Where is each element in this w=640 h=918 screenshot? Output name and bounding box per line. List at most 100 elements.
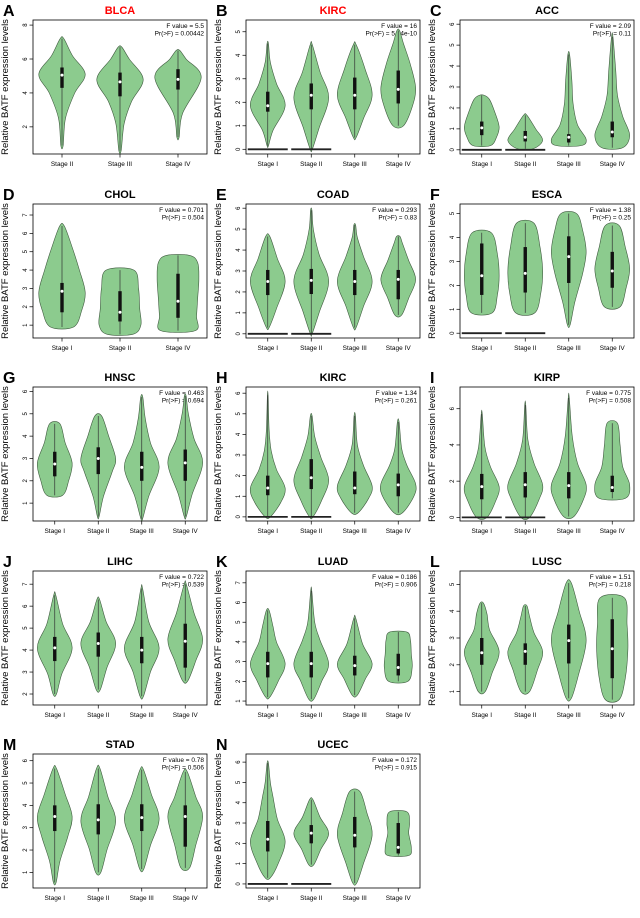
- violin-iqr-box: [523, 643, 527, 665]
- violin-median-dot: [310, 661, 314, 665]
- violin-iqr-box: [396, 269, 401, 299]
- stage-label: Stage III: [108, 161, 132, 168]
- f-value-annotation: F value = 0.722: [159, 574, 204, 581]
- y-tick-label: 3: [23, 826, 29, 830]
- panel-letter: F: [430, 187, 440, 204]
- y-tick-label: 3: [236, 821, 242, 825]
- violin-median-dot: [353, 663, 357, 667]
- y-tick-label: 6: [23, 604, 29, 608]
- violin-median-dot: [479, 273, 483, 277]
- p-value-annotation: Pr(>F) = 0.539: [162, 581, 205, 588]
- y-tick-label: 4: [23, 91, 29, 95]
- stage-label: Stage I: [258, 528, 279, 535]
- violin-median-dot: [140, 816, 144, 820]
- stage-label: Stage II: [300, 161, 323, 168]
- y-tick-label: 3: [236, 268, 242, 272]
- f-value-annotation: F value = 16: [381, 23, 417, 30]
- stage-label: Stage III: [343, 712, 367, 719]
- violin-iqr-box: [353, 77, 357, 110]
- violin-iqr-box: [353, 817, 357, 848]
- y-tick-label: 2: [236, 289, 242, 293]
- violin-iqr-box: [266, 821, 270, 852]
- y-tick-label: 0: [236, 331, 242, 335]
- stage-label: Stage II: [300, 895, 323, 902]
- violin-iqr-box: [479, 243, 484, 295]
- stage-label: Stage III: [130, 895, 154, 902]
- y-tick-label: 1: [23, 870, 29, 874]
- plot-border: [32, 386, 208, 522]
- stage-label: Stage I: [258, 345, 279, 352]
- violin-median-dot: [523, 271, 527, 275]
- panel-canvas: I KIRP Relative BATF expression levels 0 2 4 6…: [427, 370, 635, 535]
- stage-label: Stage I: [471, 161, 492, 168]
- violin-median-dot: [479, 126, 483, 130]
- panel-b-kirc: B KIRC Relative BATF expression levels 0 1 2 3…: [213, 0, 426, 184]
- y-tick-label: 2: [450, 479, 456, 483]
- violin-iqr-box: [183, 805, 187, 848]
- violin-iqr-box: [96, 447, 100, 475]
- violin-iqr-box: [118, 72, 122, 97]
- y-tick-label: 6: [23, 759, 29, 763]
- f-value-annotation: F value = 1.51: [589, 574, 631, 581]
- panel-canvas: E COAD Relative BATF expression levels 0 1 2 3…: [213, 187, 421, 352]
- y-tick-label: 3: [236, 453, 242, 457]
- y-tick-label: 6: [236, 205, 242, 209]
- p-value-annotation: Pr(>F) = 0.906: [375, 581, 418, 588]
- y-tick-label: 6: [450, 22, 456, 26]
- y-tick-label: 5: [23, 781, 29, 785]
- y-tick-label: 0: [450, 147, 456, 151]
- violin-median-dot: [310, 93, 314, 97]
- panel-title: HNSC: [104, 372, 135, 384]
- y-tick-label: 7: [23, 582, 29, 586]
- violin-median-dot: [397, 277, 401, 281]
- panel-canvas: G HNSC Relative BATF expression levels 1 2 3 4…: [0, 370, 208, 535]
- stage-label: Stage III: [343, 528, 367, 535]
- y-tick-label: 2: [236, 841, 242, 845]
- y-tick-label: 1: [450, 689, 456, 693]
- violin-median-dot: [479, 485, 483, 489]
- y-tick-label: 4: [450, 609, 456, 613]
- violin-median-dot: [566, 638, 570, 642]
- y-tick-label: 2: [236, 474, 242, 478]
- panel-title: LUAD: [318, 556, 349, 568]
- violin-iqr-box: [266, 91, 270, 112]
- panel-canvas: K LUAD Relative BATF expression levels 1 2 3 4…: [213, 554, 421, 719]
- y-tick-label: 2: [236, 100, 242, 104]
- p-value-annotation: Pr(>F) = 0.00442: [155, 30, 205, 37]
- stage-label: Stage I: [44, 895, 65, 902]
- violin-iqr-box: [610, 475, 614, 493]
- stage-label: Stage IV: [599, 345, 625, 352]
- y-tick-label: 6: [23, 57, 29, 61]
- violin-median-dot: [60, 289, 64, 293]
- y-axis-label: Relative BATF expression levels: [213, 202, 224, 338]
- plot-border: [245, 753, 421, 889]
- y-axis-label: Relative BATF expression levels: [213, 570, 224, 706]
- violin-median-dot: [353, 486, 357, 490]
- panel-canvas: M STAD Relative BATF expression levels 1 2 3 4…: [0, 737, 208, 902]
- y-tick-label: 5: [236, 412, 242, 416]
- panel-title: BLCA: [105, 5, 136, 17]
- panel-h-kirc: H KIRC Relative BATF expression levels 0 1 2 3…: [213, 367, 426, 551]
- panel-letter: J: [3, 554, 12, 571]
- violin-iqr-box: [523, 246, 527, 293]
- panel-title: UCEC: [318, 739, 349, 751]
- y-tick-label: 6: [236, 600, 242, 604]
- panel-canvas: L LUSC Relative BATF expression levels 1 2 3 4…: [427, 554, 635, 719]
- stage-label: Stage III: [556, 345, 580, 352]
- stage-label: Stage IV: [173, 712, 199, 719]
- stage-label: Stage IV: [386, 345, 412, 352]
- y-tick-label: 0: [236, 147, 242, 151]
- y-tick-label: 4: [23, 267, 29, 271]
- y-tick-label: 4: [23, 648, 29, 652]
- y-axis-label: Relative BATF expression levels: [427, 386, 438, 522]
- panel-title: KIRC: [320, 372, 347, 384]
- y-tick-label: 2: [236, 679, 242, 683]
- y-tick-label: 0: [450, 515, 456, 519]
- panel-canvas: J LIHC Relative BATF expression levels 2 3 4 5…: [0, 554, 208, 719]
- panel-n-ucec: N UCEC Relative BATF expression levels 0 1 2 3…: [213, 734, 426, 918]
- plot-border: [245, 570, 421, 706]
- violin-median-dot: [397, 665, 401, 669]
- violin-median-dot: [176, 299, 180, 303]
- y-tick-label: 1: [450, 307, 456, 311]
